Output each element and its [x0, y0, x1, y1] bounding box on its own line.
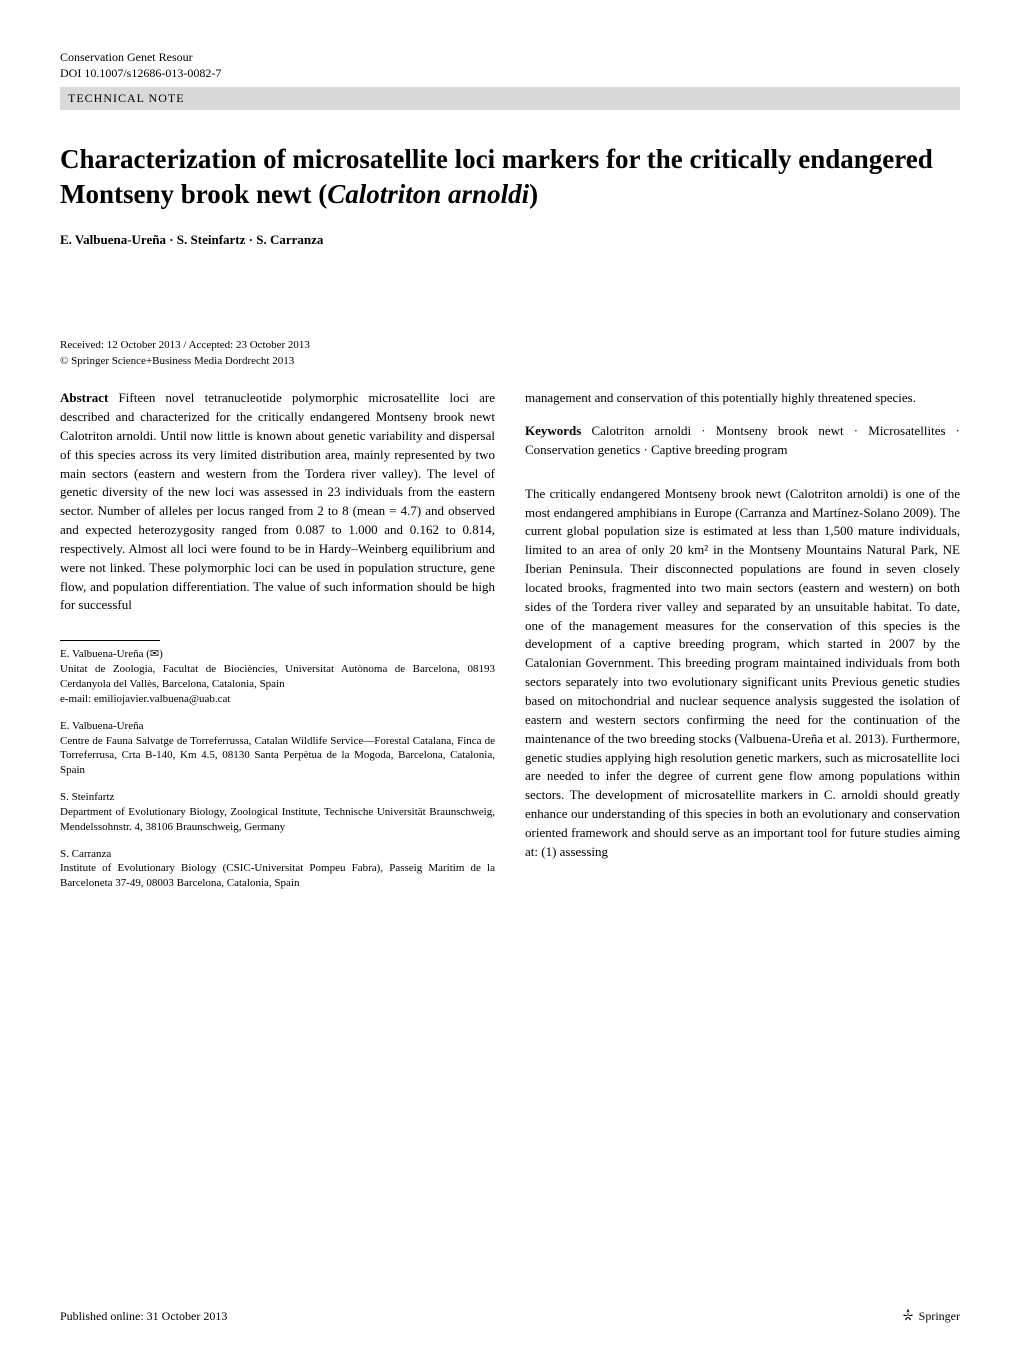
abstract-paragraph: Abstract Fifteen novel tetranucleotide p… [60, 389, 495, 615]
keywords-text: Calotriton arnoldi · Montseny brook newt… [525, 423, 960, 457]
affiliation-1: E. Valbuena-Ureña (✉) Unitat de Zoologia… [60, 647, 495, 706]
abstract-continuation: management and conservation of this pote… [525, 389, 960, 408]
received-line1: Received: 12 October 2013 / Accepted: 23… [60, 338, 960, 353]
springer-icon [899, 1307, 917, 1325]
left-column: Abstract Fifteen novel tetranucleotide p… [60, 389, 495, 903]
affiliation-divider [60, 640, 160, 641]
keywords-paragraph: Keywords Calotriton arnoldi · Montseny b… [525, 422, 960, 460]
affiliation-3: S. Steinfartz Department of Evolutionary… [60, 790, 495, 835]
affil-3-addr: Department of Evolutionary Biology, Zool… [60, 806, 495, 833]
page-footer: Published online: 31 October 2013 Spring… [60, 1307, 960, 1325]
springer-text: Springer [919, 1309, 960, 1324]
article-title: Characterization of microsatellite loci … [60, 142, 960, 212]
affiliation-4: S. Carranza Institute of Evolutionary Bi… [60, 847, 495, 892]
affil-2-addr: Centre de Fauna Salvatge de Torreferruss… [60, 735, 495, 777]
title-text-end: ) [529, 179, 538, 209]
springer-logo: Springer [899, 1307, 960, 1325]
two-column-layout: Abstract Fifteen novel tetranucleotide p… [60, 389, 960, 903]
body-paragraph: The critically endangered Montseny brook… [525, 485, 960, 862]
journal-header: Conservation Genet Resour DOI 10.1007/s1… [60, 50, 960, 81]
received-info: Received: 12 October 2013 / Accepted: 23… [60, 338, 960, 369]
abstract-text: Fifteen novel tetranucleotide polymorphi… [60, 390, 495, 612]
affil-4-name: S. Carranza [60, 847, 495, 862]
copyright-line: © Springer Science+Business Media Dordre… [60, 354, 960, 369]
affiliation-2: E. Valbuena-Ureña Centre de Fauna Salvat… [60, 719, 495, 778]
title-species: Calotriton arnoldi [327, 179, 529, 209]
affil-2-name: E. Valbuena-Ureña [60, 719, 495, 734]
authors: E. Valbuena-Ureña · S. Steinfartz · S. C… [60, 232, 960, 248]
abstract-label: Abstract [60, 390, 108, 405]
doi: DOI 10.1007/s12686-013-0082-7 [60, 66, 960, 82]
affiliations-section: E. Valbuena-Ureña (✉) Unitat de Zoologia… [60, 640, 495, 891]
affil-1-addr: Unitat de Zoologia, Facultat de Biociènc… [60, 663, 495, 690]
affil-1-email: e-mail: emiliojavier.valbuena@uab.cat [60, 693, 230, 705]
keywords-label: Keywords [525, 423, 581, 438]
right-column: management and conservation of this pote… [525, 389, 960, 903]
published-online: Published online: 31 October 2013 [60, 1309, 227, 1324]
journal-name: Conservation Genet Resour [60, 50, 960, 66]
affil-3-name: S. Steinfartz [60, 790, 495, 805]
affil-4-addr: Institute of Evolutionary Biology (CSIC-… [60, 862, 495, 889]
article-category: TECHNICAL NOTE [60, 87, 960, 110]
affil-1-name: E. Valbuena-Ureña (✉) [60, 647, 495, 662]
